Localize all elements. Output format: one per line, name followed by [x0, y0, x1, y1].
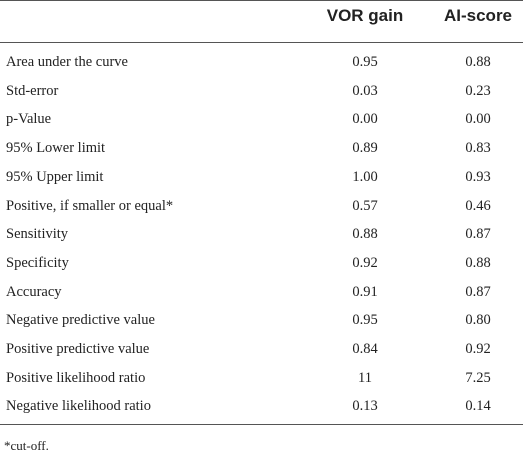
row-label: Negative predictive value: [6, 312, 155, 329]
cell-value: 0.88: [465, 54, 491, 70]
column-header: AI-score: [443, 6, 513, 25]
cell-value: 0.83: [465, 140, 491, 157]
cell-value: 0.87: [465, 283, 491, 300]
cell-value: 0.89: [352, 140, 378, 157]
cell-value: 0.92: [465, 341, 491, 357]
cell-value: 0.92: [352, 254, 378, 271]
cell-value: 0.88: [352, 226, 378, 243]
row-label: Area under the curve: [6, 54, 128, 70]
row-label: Negative likelihood ratio: [6, 398, 151, 415]
cell-value: 0.95: [352, 54, 378, 70]
cell-value: 0.46: [465, 197, 491, 214]
row-label: Positive predictive value: [6, 341, 150, 357]
row-label: Specificity: [6, 254, 69, 271]
cell-value: 0.80: [465, 312, 491, 329]
cell-value: 1.00: [352, 168, 378, 185]
cell-value: 7.25: [465, 369, 491, 386]
row-label: 95% Upper limit: [6, 168, 104, 185]
row-label: 95% Lower limit: [6, 140, 106, 157]
cell-value: 0.00: [465, 111, 491, 128]
cell-value: 0.13: [352, 398, 378, 415]
cell-value: 0.91: [352, 283, 378, 300]
row-label: Positive, if smaller or equal*: [6, 197, 174, 214]
top-rule: [0, 0, 523, 1]
cell-value: 0.95: [352, 312, 378, 329]
row-label: Std-error: [6, 82, 59, 99]
cell-value: 0.84: [352, 341, 378, 357]
footnote: *cut-off.: [4, 438, 49, 453]
cell-value: 0.14: [465, 398, 491, 415]
column-header: VOR gain: [326, 6, 404, 25]
bottom-rule: [0, 424, 523, 425]
row-label: Positive likelihood ratio: [6, 369, 146, 386]
row-label: Accuracy: [6, 283, 62, 300]
cell-value: 0.23: [465, 82, 491, 99]
cell-value: 0.00: [352, 111, 378, 128]
row-label: p-Value: [6, 111, 52, 128]
cell-value: 0.87: [465, 226, 491, 243]
cell-value: 0.88: [465, 254, 491, 271]
cell-value: 0.93: [465, 168, 491, 185]
cell-value: 0.57: [352, 197, 378, 214]
header-rule: [0, 42, 523, 43]
cell-value: 0.03: [352, 82, 378, 99]
cell-value: 11: [358, 369, 372, 386]
row-label: Sensitivity: [6, 226, 69, 243]
